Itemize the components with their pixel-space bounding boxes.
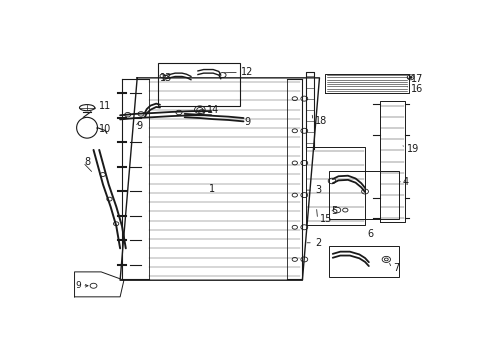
- Text: 17: 17: [411, 74, 423, 84]
- Text: 9: 9: [245, 117, 250, 127]
- Text: 6: 6: [367, 229, 373, 239]
- Text: 3: 3: [315, 185, 321, 195]
- Text: 7: 7: [393, 263, 400, 273]
- Text: 4: 4: [402, 177, 408, 187]
- Text: 11: 11: [99, 100, 112, 111]
- Text: 19: 19: [407, 144, 419, 153]
- Text: 16: 16: [411, 85, 423, 94]
- Bar: [329, 246, 399, 278]
- Text: 15: 15: [319, 214, 332, 224]
- Text: 5: 5: [331, 207, 338, 216]
- Bar: [329, 171, 399, 219]
- Text: 8: 8: [85, 157, 91, 167]
- Circle shape: [409, 76, 412, 78]
- Text: 12: 12: [241, 67, 253, 77]
- Text: 9: 9: [136, 121, 143, 131]
- Bar: [158, 63, 240, 105]
- Text: 10: 10: [99, 124, 112, 134]
- Text: 9: 9: [75, 281, 81, 290]
- Text: 13: 13: [160, 73, 172, 83]
- Text: 2: 2: [315, 238, 321, 248]
- Text: 18: 18: [315, 116, 327, 126]
- Text: 1: 1: [209, 184, 216, 194]
- Text: 14: 14: [207, 105, 219, 115]
